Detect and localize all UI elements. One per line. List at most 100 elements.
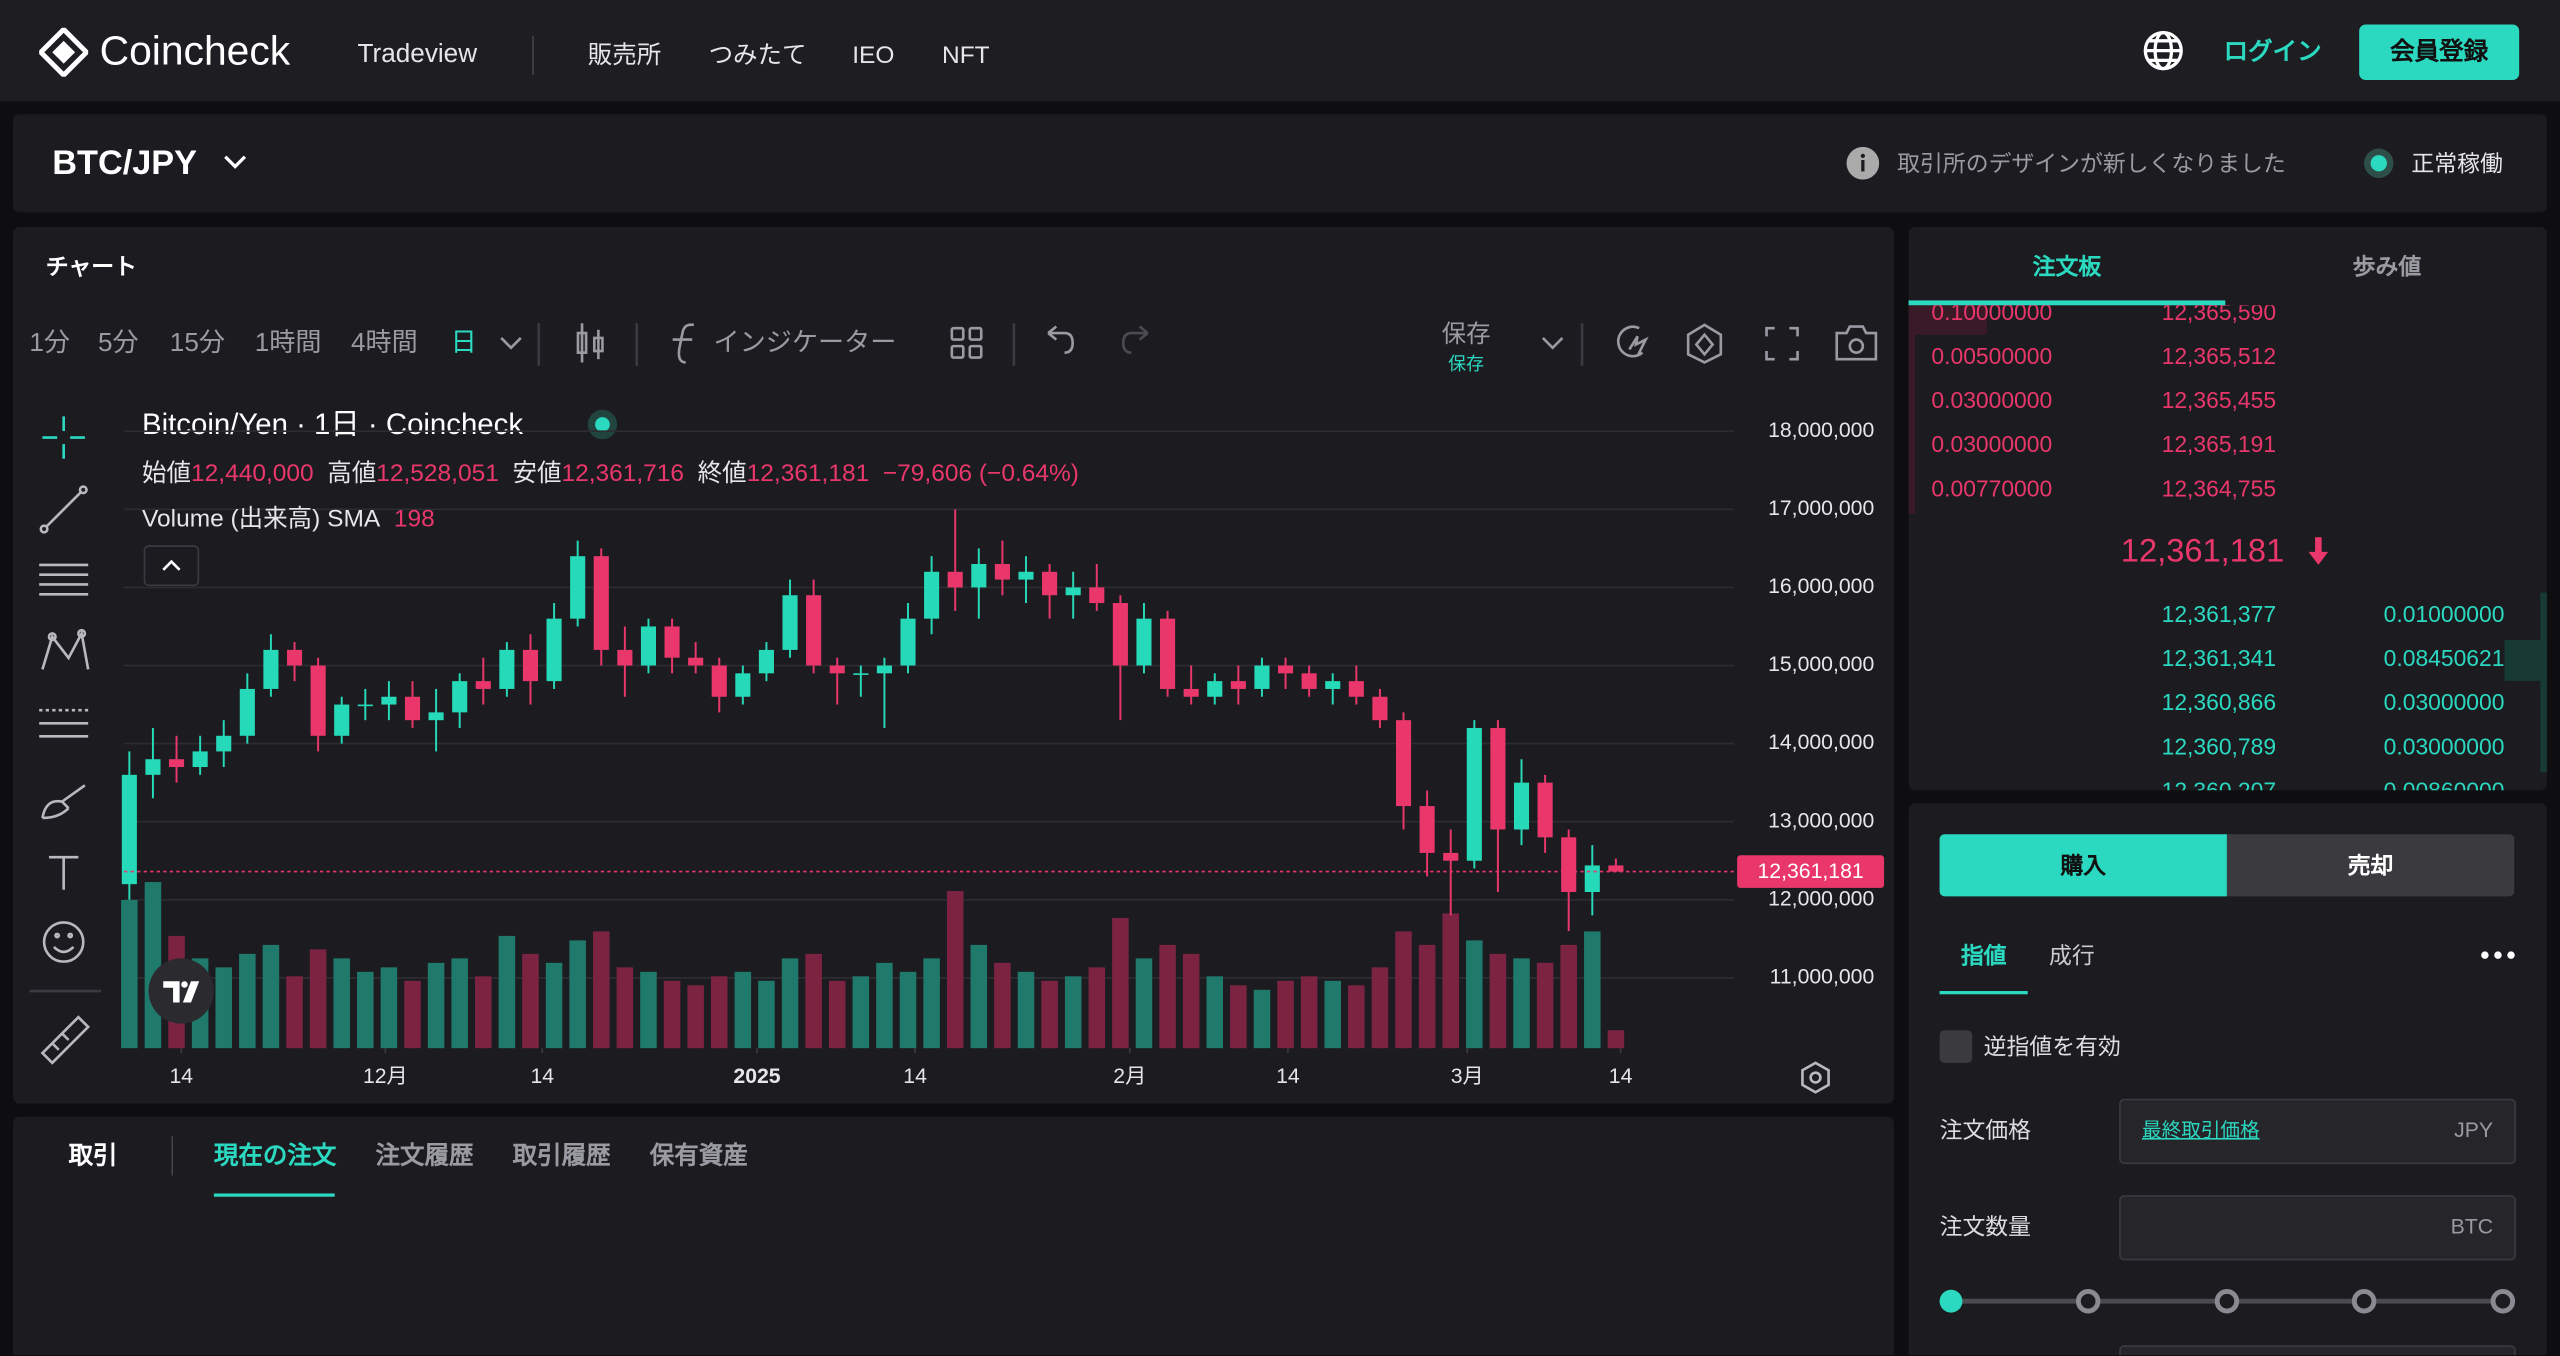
ask-depth: [1908, 305, 1987, 335]
crosshair-tool[interactable]: [42, 416, 85, 459]
chevron[interactable]: [222, 153, 248, 173]
volume-bar: [970, 944, 988, 1049]
interval[interactable]: 4時間: [351, 329, 418, 358]
ask-price[interactable]: 12,365,191: [2161, 431, 2277, 458]
book-tab-active[interactable]: 注文板: [2032, 253, 2102, 280]
more-menu[interactable]: [2478, 947, 2517, 963]
text-tool[interactable]: [48, 855, 79, 890]
volume-legend: Volume (出来高) SMA 198: [142, 507, 435, 531]
nav-link[interactable]: IEO: [852, 41, 895, 70]
emoji-tool[interactable]: [42, 921, 85, 963]
order-type[interactable]: 成行: [2048, 942, 2095, 969]
candle-body: [688, 657, 704, 666]
panel-tab[interactable]: 取引履歴: [512, 1142, 611, 1170]
order-type-active[interactable]: 指値: [1960, 942, 2007, 969]
volume-bar: [1418, 944, 1436, 1049]
panel-tab[interactable]: 取引: [68, 1142, 118, 1170]
volume-bar: [215, 967, 232, 1049]
candle-body: [1278, 665, 1294, 674]
candle-body: [357, 704, 373, 707]
bid-depth: [2540, 592, 2547, 773]
ask-price[interactable]: 12,365,590: [2161, 305, 2277, 325]
amount-input[interactable]: [2119, 1195, 2516, 1261]
volume-bar: [1112, 917, 1129, 1049]
ask-price[interactable]: 12,365,455: [2161, 386, 2277, 414]
y-tick-label: 17,000,000: [1768, 497, 1874, 520]
ask-price[interactable]: 12,365,512: [2161, 342, 2277, 369]
candle-body: [334, 704, 350, 736]
fib-tool[interactable]: [39, 563, 89, 596]
x-tick-label: 3月: [1451, 1065, 1484, 1088]
y-tick-label: 15,000,000: [1768, 653, 1874, 676]
book-tab[interactable]: 歩み値: [2352, 253, 2422, 280]
ohlc-name: 終値: [697, 459, 747, 488]
candle-body: [1561, 837, 1577, 892]
collapse-legend-button[interactable]: [143, 545, 200, 587]
ask-amount: 0.00770000: [1931, 475, 2053, 502]
last-price-link[interactable]: 最終取引価格: [2142, 1118, 2260, 1142]
total-input[interactable]: [2119, 1345, 2516, 1356]
buy-label: 購入: [2060, 852, 2107, 879]
nav-link[interactable]: 販売所: [587, 41, 662, 70]
amount-slider[interactable]: [1935, 1285, 2523, 1318]
interval[interactable]: 1時間: [254, 329, 322, 358]
interval-active[interactable]: 日: [450, 329, 477, 358]
candle-body: [404, 696, 421, 721]
ohlc-value: 12,361,716: [561, 459, 685, 488]
drawing-toolbar: [29, 416, 102, 1065]
login-link[interactable]: ログイン: [2223, 38, 2322, 67]
language-icon[interactable]: [2142, 29, 2184, 71]
buy-button[interactable]: [1939, 834, 2227, 897]
panel-tab[interactable]: 保有資産: [649, 1142, 748, 1170]
unit: BTC: [2450, 1213, 2494, 1239]
indicator-button[interactable]: インジケーター: [713, 329, 897, 358]
candle-body: [735, 673, 751, 697]
volume-bar: [1442, 913, 1459, 1049]
interval[interactable]: 5分: [97, 329, 139, 358]
price-input[interactable]: [2119, 1098, 2516, 1165]
volume-bar: [994, 962, 1011, 1049]
interval[interactable]: 15分: [169, 329, 225, 358]
save-button[interactable]: 保存: [1441, 320, 1491, 349]
trendline-tool[interactable]: [39, 485, 88, 534]
nav-link[interactable]: NFT: [942, 41, 990, 70]
ohlc-legend: 始値12,440,000 高値12,528,051 安値12,361,716 終…: [142, 461, 1079, 485]
ruler-tool[interactable]: [40, 1015, 91, 1065]
bid-price[interactable]: 12,361,341: [2161, 644, 2277, 672]
notice[interactable]: 取引所のデザインが新しくなりました: [1897, 150, 2286, 177]
volume-bar: [640, 971, 657, 1049]
candle-body: [1301, 673, 1317, 689]
stop-checkbox[interactable]: [1939, 1030, 1973, 1063]
tradingview-logo[interactable]: [147, 957, 216, 1026]
candle-body: [806, 595, 822, 666]
register-button[interactable]: [2359, 24, 2520, 80]
bid-price[interactable]: 12,361,377: [2161, 600, 2277, 627]
bid-price[interactable]: 12,360,866: [2161, 688, 2277, 716]
pattern-tool[interactable]: [41, 628, 90, 670]
nav-link[interactable]: つみたて: [708, 41, 807, 70]
ask-amount: 0.10000000: [1931, 305, 2053, 325]
axis-settings-icon[interactable]: [1798, 1060, 1834, 1096]
panel-tab[interactable]: 注文履歴: [375, 1142, 474, 1170]
nav-link[interactable]: Tradeview: [357, 40, 478, 69]
logo-text[interactable]: Coincheck: [99, 28, 291, 75]
candle-body: [829, 665, 845, 674]
volume-sma: 198: [393, 505, 435, 534]
candle-body: [1183, 688, 1199, 697]
candle-body: [1042, 571, 1058, 596]
volume-bar: [687, 985, 704, 1049]
panel-tab-active[interactable]: 現在の注文: [213, 1142, 337, 1170]
projection-tool[interactable]: [39, 708, 89, 738]
sell-button[interactable]: [2226, 834, 2515, 897]
brush-tool[interactable]: [41, 784, 86, 820]
volume-bar: [1489, 953, 1507, 1049]
y-tick-label: 12,000,000: [1768, 887, 1874, 910]
bid-price[interactable]: 12,360,207: [2161, 777, 2277, 791]
interval[interactable]: 1分: [29, 329, 71, 358]
volume-bar: [545, 962, 563, 1049]
candle-body: [452, 681, 468, 713]
ask-price[interactable]: 12,364,755: [2161, 475, 2277, 502]
bid-price[interactable]: 12,360,789: [2161, 733, 2277, 760]
candle-body: [145, 759, 161, 775]
pair-selector[interactable]: BTC/JPY: [52, 144, 198, 183]
